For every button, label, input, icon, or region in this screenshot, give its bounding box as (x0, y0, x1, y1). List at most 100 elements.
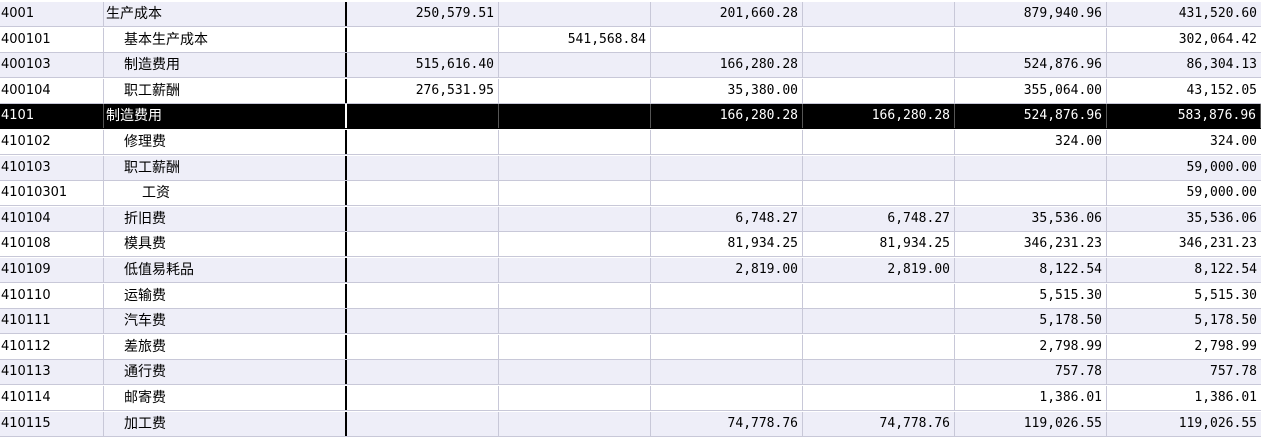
table-row[interactable]: 410104 折旧费 6,748.27 6,748.27 35,536.06 35,536… (0, 206, 1261, 232)
account-name-cell[interactable]: 生产成本 (104, 2, 347, 26)
amount-cell[interactable]: 59,000.00 (1186, 185, 1257, 201)
table-row[interactable]: 410103 职工薪酬 59,000.00 (0, 155, 1261, 181)
table-row[interactable]: 410108 模具费 81,934.25 81,934.25 346,231.23 346… (0, 232, 1261, 258)
amount-cell[interactable] (651, 309, 803, 334)
amount-cell[interactable] (347, 232, 499, 257)
account-code-cell[interactable]: 4001 (0, 2, 104, 26)
amount-cell[interactable] (347, 206, 499, 231)
amount-cell[interactable]: 2,819.00 (651, 258, 803, 282)
amount-cell[interactable]: 1,386.01 (955, 386, 1107, 410)
table-row-selected[interactable]: 4101 制造费用 166,280.28 166,280.28 524,876.96 58… (0, 104, 1261, 130)
amount-cell[interactable] (499, 53, 651, 78)
amount-cell[interactable]: 524,876.96 (955, 104, 1107, 129)
amount-cell[interactable]: 119,026.55 (955, 411, 1107, 436)
amount-cell[interactable]: 879,940.96 (955, 2, 1107, 26)
amount-cell[interactable]: 302,064.42 (1178, 31, 1257, 47)
table-row[interactable]: 410115 加工费 74,778.76 74,778.76 119,026.55 119… (0, 411, 1261, 437)
table-row[interactable]: 410102 修理费 324.00 324.00 (0, 130, 1261, 155)
amount-cell[interactable]: 81,934.25 (803, 232, 955, 257)
amount-cell[interactable]: 86,304.13 (1186, 57, 1257, 73)
amount-cell[interactable] (499, 104, 651, 129)
amount-cell[interactable] (347, 411, 499, 436)
amount-cell[interactable] (499, 155, 651, 180)
account-code-cell[interactable]: 400104 (0, 78, 104, 103)
table-row[interactable]: 410111 汽车费 5,178.50 5,178.50 (0, 309, 1261, 335)
account-code-cell[interactable]: 410109 (0, 258, 104, 282)
account-code-cell[interactable]: 410108 (0, 232, 104, 257)
amount-cell[interactable] (651, 155, 803, 180)
amount-cell[interactable] (499, 206, 651, 231)
amount-cell[interactable] (499, 232, 651, 257)
amount-cell[interactable] (651, 130, 803, 154)
amount-cell[interactable]: 8,122.54 (1194, 262, 1257, 277)
amount-cell[interactable] (499, 78, 651, 103)
account-code-cell[interactable]: 4101 (0, 104, 104, 129)
amount-cell[interactable] (955, 181, 1107, 206)
amount-cell[interactable] (347, 181, 499, 206)
amount-cell[interactable] (651, 360, 803, 385)
amount-cell[interactable]: 5,515.30 (1194, 287, 1257, 303)
amount-cell[interactable] (347, 309, 499, 334)
account-name-cell[interactable]: 邮寄费 (104, 386, 347, 410)
account-code-cell[interactable]: 410110 (0, 283, 104, 308)
amount-cell[interactable] (347, 360, 499, 385)
amount-cell[interactable]: 541,568.84 (499, 27, 651, 52)
amount-cell[interactable] (499, 360, 651, 385)
table-row[interactable]: 410114 邮寄费 1,386.01 1,386.01 (0, 386, 1261, 411)
amount-cell[interactable] (803, 334, 955, 359)
amount-cell[interactable]: 166,280.28 (651, 53, 803, 78)
amount-cell[interactable]: 35,536.06 (955, 206, 1107, 231)
account-name-cell[interactable]: 差旅费 (104, 334, 347, 359)
amount-cell[interactable] (347, 130, 499, 154)
account-code-cell[interactable]: 41010301 (0, 181, 104, 206)
amount-cell[interactable] (651, 334, 803, 359)
amount-cell[interactable]: 355,064.00 (955, 78, 1107, 103)
account-code-cell[interactable]: 410103 (0, 155, 104, 180)
amount-cell[interactable]: 324.00 (1210, 134, 1257, 149)
account-name-cell[interactable]: 通行费 (104, 360, 347, 385)
amount-cell[interactable]: 250,579.51 (347, 2, 499, 26)
amount-cell[interactable] (803, 283, 955, 308)
amount-cell[interactable] (499, 258, 651, 282)
amount-cell[interactable] (803, 360, 955, 385)
amount-cell[interactable]: 583,876.96 (1107, 104, 1261, 129)
amount-cell[interactable] (803, 181, 955, 206)
amount-cell[interactable] (803, 386, 955, 410)
account-name-cell[interactable]: 折旧费 (104, 206, 347, 231)
amount-cell[interactable]: 5,178.50 (1194, 313, 1257, 329)
amount-cell[interactable]: 119,026.55 (1178, 415, 1257, 431)
account-name-cell[interactable]: 职工薪酬 (104, 78, 347, 103)
amount-cell[interactable] (803, 27, 955, 52)
account-name-cell[interactable]: 制造费用 (104, 53, 347, 78)
amount-cell[interactable] (955, 155, 1107, 180)
account-code-cell[interactable]: 410114 (0, 386, 104, 410)
amount-cell[interactable] (803, 309, 955, 334)
amount-cell[interactable]: 324.00 (955, 130, 1107, 154)
amount-cell[interactable] (803, 78, 955, 103)
account-code-cell[interactable]: 410102 (0, 130, 104, 154)
account-code-cell[interactable]: 410111 (0, 309, 104, 334)
amount-cell[interactable]: 35,536.06 (1186, 210, 1257, 226)
account-name-cell[interactable]: 制造费用 (104, 104, 347, 129)
amount-cell[interactable]: 431,520.60 (1178, 6, 1257, 21)
account-name-cell[interactable]: 低值易耗品 (104, 258, 347, 282)
amount-cell[interactable] (347, 283, 499, 308)
amount-cell[interactable] (499, 334, 651, 359)
table-row[interactable]: 410112 差旅费 2,798.99 2,798.99 (0, 334, 1261, 360)
amount-cell[interactable]: 2,798.99 (1194, 338, 1257, 354)
table-row[interactable]: 41010301 工资 59,000.00 (0, 181, 1261, 207)
amount-cell[interactable] (499, 181, 651, 206)
amount-cell[interactable] (651, 283, 803, 308)
amount-cell[interactable] (803, 155, 955, 180)
amount-cell[interactable]: 346,231.23 (1178, 236, 1257, 252)
amount-cell[interactable] (651, 27, 803, 52)
amount-cell[interactable]: 8,122.54 (955, 258, 1107, 282)
amount-cell[interactable] (499, 2, 651, 26)
amount-cell[interactable] (347, 334, 499, 359)
amount-cell[interactable] (499, 309, 651, 334)
amount-cell[interactable]: 74,778.76 (651, 411, 803, 436)
amount-cell[interactable]: 35,380.00 (651, 78, 803, 103)
table-row[interactable]: 400103 制造费用 515,616.40 166,280.28 524,876.96… (0, 53, 1261, 79)
amount-cell[interactable]: 757.78 (955, 360, 1107, 385)
table-row[interactable]: 410113 通行费 757.78 757.78 (0, 360, 1261, 386)
